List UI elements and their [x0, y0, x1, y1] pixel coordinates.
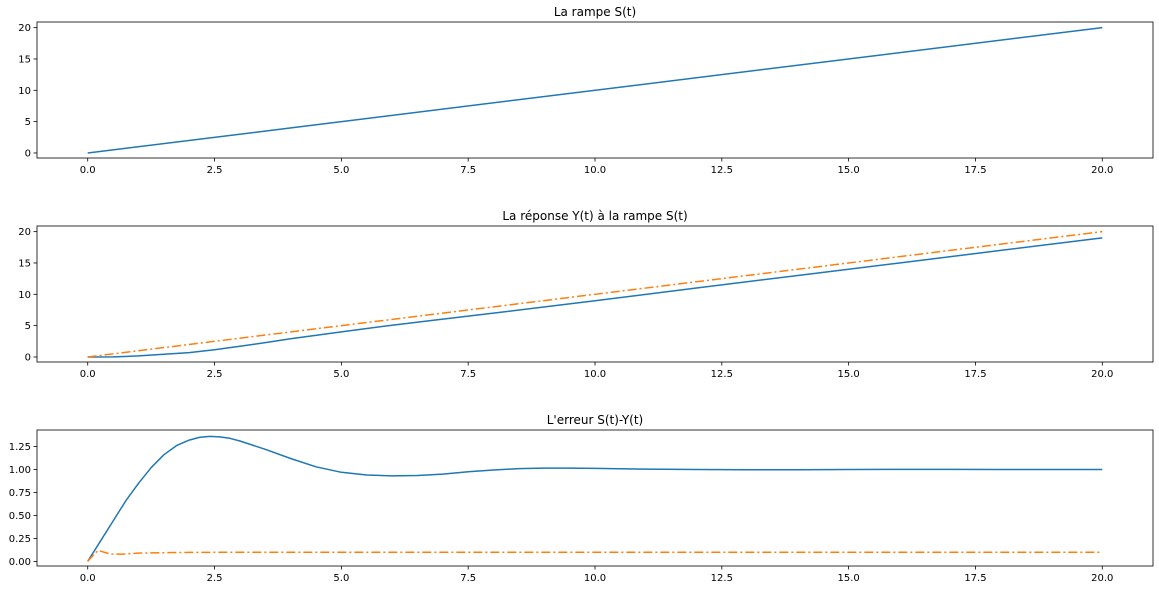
y-tick-label: 0.50: [9, 511, 31, 522]
y-tick-label: 0.00: [9, 557, 31, 568]
subplot-response: La réponse Y(t) à la rampe S(t) 0.0 2.5 5.0…: [18, 209, 1154, 380]
chart-title: La réponse Y(t) à la rampe S(t): [502, 209, 687, 223]
x-tick-label: 12.5: [711, 573, 733, 584]
y-tick-label: 20: [18, 227, 31, 238]
y-tick-label: 15: [18, 258, 31, 269]
series-line-1: [87, 435, 1103, 562]
x-tick-label: 20.0: [1091, 573, 1113, 584]
subplot-ramp: La rampe S(t) 0.0 2.5 5.0 7.5 10.0 12.5 15.0 17.…: [18, 5, 1154, 176]
chart-title: La rampe S(t): [554, 5, 636, 19]
x-tick-label: 10.0: [584, 369, 606, 380]
x-tick-label: 7.5: [460, 165, 476, 176]
y-tick-label: 15: [18, 54, 31, 65]
x-tick-label: 2.5: [207, 369, 223, 380]
x-tick-label: 17.5: [964, 573, 986, 584]
x-tick-label: 17.5: [964, 369, 986, 380]
chart-title: L'erreur S(t)-Y(t): [547, 413, 644, 427]
y-tick-label: 10: [18, 86, 31, 97]
y-tick-label: 0.25: [9, 534, 31, 545]
x-tick-label: 5.0: [333, 369, 349, 380]
subplot-error: L'erreur S(t)-Y(t) 0.0 2.5 5.0 7.5 10.0 12.5 15…: [9, 413, 1154, 584]
x-tick-label: 15.0: [838, 369, 860, 380]
series-line-2: [87, 549, 1103, 562]
series-line-2: [87, 230, 1103, 358]
x-tick-label: 12.5: [711, 369, 733, 380]
x-tick-label: 20.0: [1091, 165, 1113, 176]
x-tick-label: 15.0: [838, 165, 860, 176]
x-tick-label: 17.5: [964, 165, 986, 176]
x-tick-label: 7.5: [460, 369, 476, 380]
x-tick-label: 10.0: [584, 573, 606, 584]
axes-frame: [36, 429, 1154, 567]
x-tick-label: 20.0: [1091, 369, 1113, 380]
y-tick-label: 0.75: [9, 488, 31, 499]
y-tick-label: 5: [25, 117, 31, 128]
y-tick-label: 20: [18, 23, 31, 34]
x-tick-label: 2.5: [207, 165, 223, 176]
x-tick-label: 0.0: [80, 369, 96, 380]
x-tick-label: 12.5: [711, 165, 733, 176]
x-tick-label: 10.0: [584, 165, 606, 176]
x-tick-label: 7.5: [460, 573, 476, 584]
x-tick-label: 5.0: [333, 165, 349, 176]
y-tick-label: 0: [25, 148, 31, 159]
x-tick-label: 0.0: [80, 165, 96, 176]
x-tick-label: 15.0: [838, 573, 860, 584]
y-tick-label: 1.00: [9, 465, 31, 476]
series-line-1: [87, 26, 1103, 154]
y-tick-label: 10: [18, 290, 31, 301]
y-tick-label: 5: [25, 321, 31, 332]
series-line-1: [87, 237, 1103, 358]
y-tick-label: 1.25: [9, 442, 31, 453]
x-tick-label: 2.5: [207, 573, 223, 584]
y-tick-label: 0: [25, 352, 31, 363]
x-tick-label: 0.0: [80, 573, 96, 584]
x-tick-label: 5.0: [333, 573, 349, 584]
